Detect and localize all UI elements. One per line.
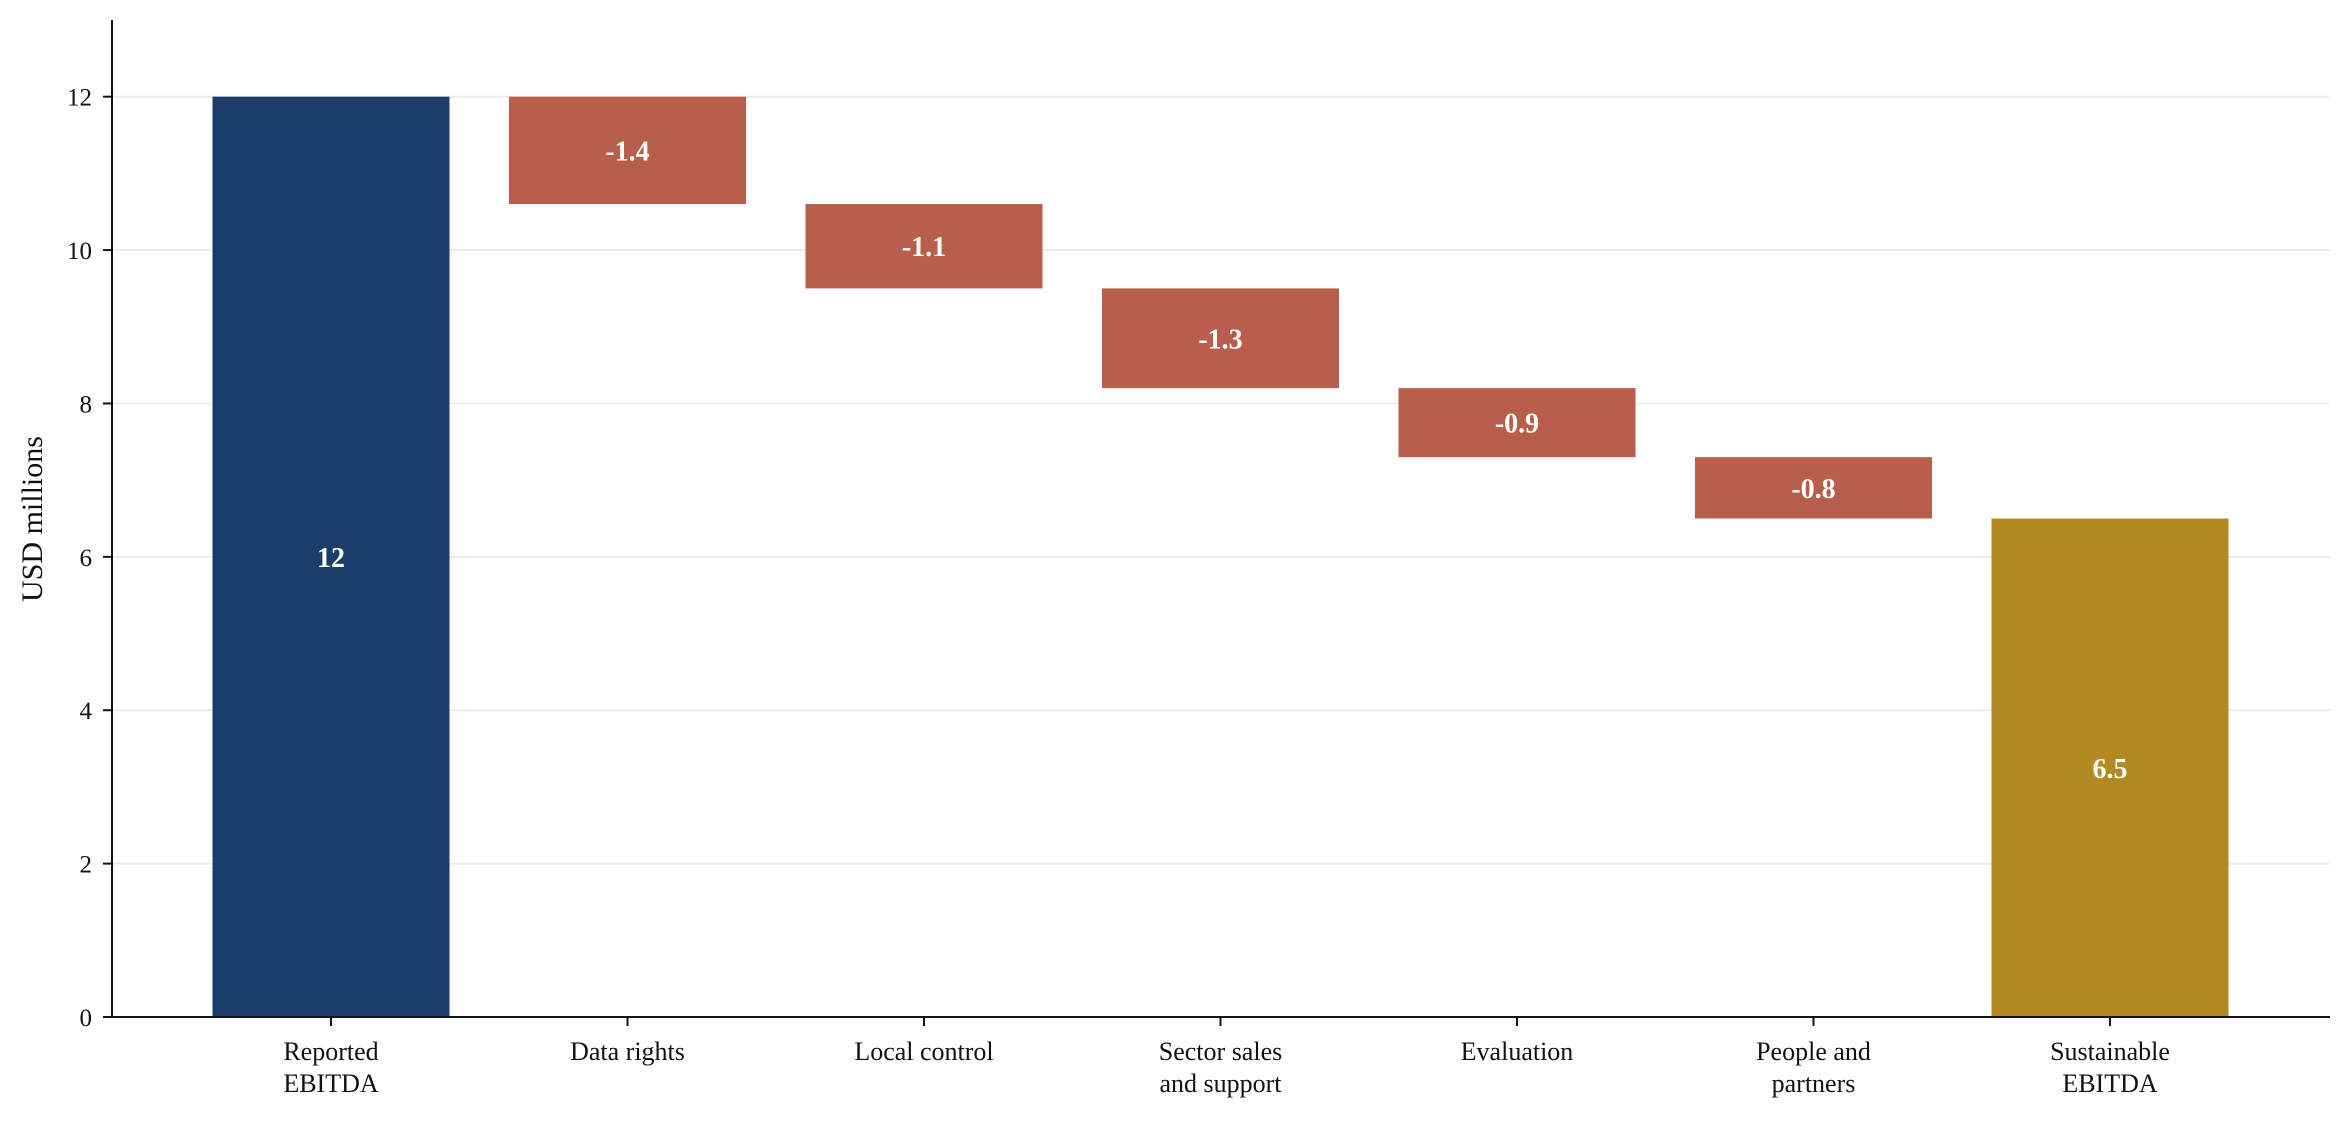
bar [1991,518,2229,1017]
y-tick-label: 12 [67,85,92,112]
data-label: -1.3 [1198,324,1242,355]
x-tick-label-line: and support [1159,1069,1282,1098]
x-tick-label: Reported EBITDA [283,1037,379,1098]
y-tick-label: 6 [80,545,93,572]
gridlines [112,95,2330,865]
x-tick-label: Local control [854,1037,993,1066]
x-tick-label-line: EBITDA [2062,1069,2158,1098]
y-tick-label: 10 [67,238,92,265]
bar [509,96,746,205]
data-label: -1.4 [605,136,649,167]
bar [1398,388,1636,458]
bar [805,204,1043,289]
bar-labels: 12 -1.4 -1.1 -1.3 -0.9 -0.8 6.5 [317,136,2128,784]
y-ticks: 0 2 4 6 8 10 12 [67,85,112,1032]
y-axis-label: USD millions [16,436,49,602]
y-tick-label: 4 [80,698,93,725]
x-tick-label-line: Sustainable [2050,1037,2170,1066]
x-tick-label: Sustainable EBITDA [2050,1037,2170,1098]
y-tick-label: 0 [80,1005,93,1032]
data-label: -0.8 [1791,474,1835,505]
data-label: 12 [317,543,345,574]
data-label: -1.1 [902,232,946,263]
x-tick-label-line: EBITDA [283,1069,379,1098]
x-tick-label-line: People and [1756,1037,1871,1066]
x-tick-label: People and partners [1756,1037,1871,1098]
data-label: -0.9 [1495,409,1539,440]
x-tick-label: Evaluation [1461,1037,1574,1066]
x-tick-label-line: Evaluation [1461,1037,1574,1066]
bar [1695,457,1932,519]
x-tick-label: Data rights [570,1037,685,1066]
x-tick-label-line: Reported [283,1037,378,1066]
y-tick-label: 8 [80,391,93,418]
x-tick-label-line: Sector sales [1159,1037,1282,1066]
y-tick-label: 2 [80,852,93,879]
bars [212,96,2229,1017]
data-label: 6.5 [2093,754,2128,785]
x-category-labels: Reported EBITDA Data rights Local control Se… [283,1017,2170,1098]
x-tick-label: Sector sales and support [1159,1037,1283,1098]
bar [212,96,450,1017]
x-tick-label-line: Data rights [570,1037,685,1066]
x-tick-label-line: Local control [854,1037,993,1066]
bar [1102,288,1339,389]
x-tick-label-line: partners [1772,1069,1856,1098]
